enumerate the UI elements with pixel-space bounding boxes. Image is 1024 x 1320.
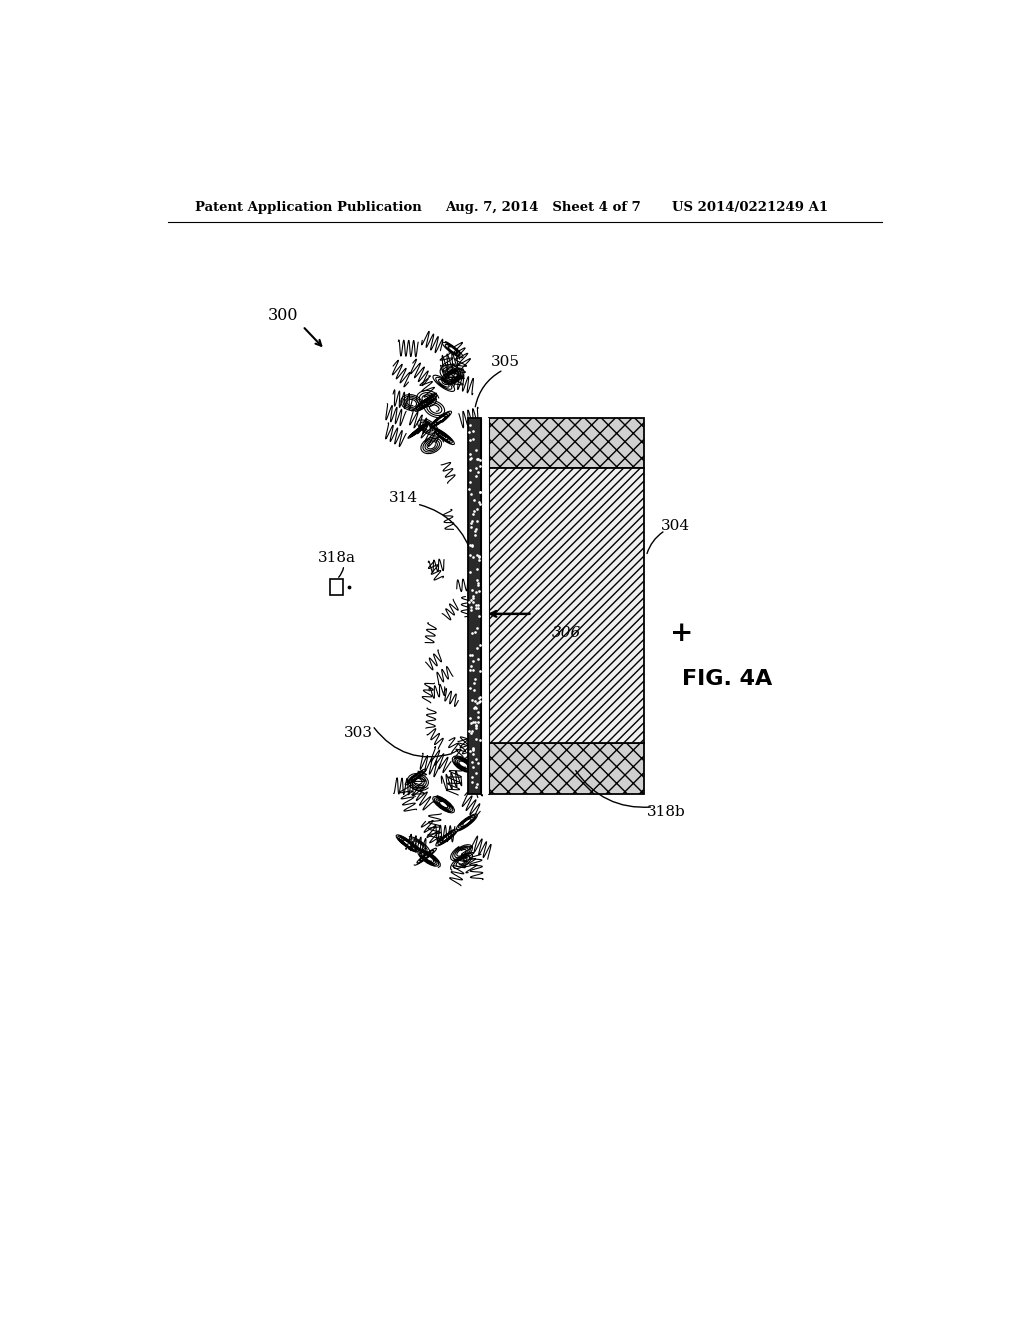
Text: 318b: 318b [647,805,685,818]
Text: Aug. 7, 2014   Sheet 4 of 7: Aug. 7, 2014 Sheet 4 of 7 [445,201,641,214]
Bar [489,743,644,793]
Text: 314: 314 [389,491,418,504]
Text: 303: 303 [344,726,373,739]
Bar [489,469,644,743]
Bar [481,417,489,793]
Bar [331,579,343,595]
Text: 318a: 318a [317,550,355,565]
Text: 304: 304 [662,519,690,533]
Text: Patent Application Publication: Patent Application Publication [196,201,422,214]
Text: US 2014/0221249 A1: US 2014/0221249 A1 [672,201,827,214]
Text: 306: 306 [552,626,581,640]
Text: 305: 305 [492,355,520,368]
Text: 300: 300 [267,308,298,325]
Text: +: + [671,619,693,647]
Text: FIG. 4A: FIG. 4A [682,669,772,689]
Bar [489,417,644,469]
Bar [468,417,481,793]
